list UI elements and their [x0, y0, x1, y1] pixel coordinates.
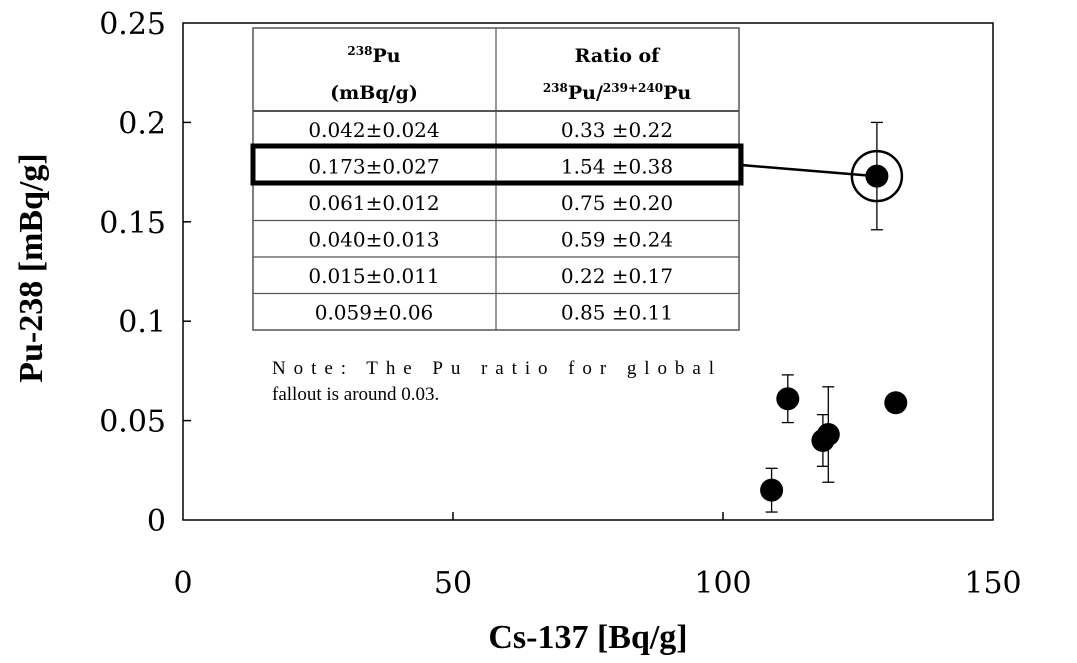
table-cell: 1.54 ±0.38: [561, 155, 673, 179]
data-points: [760, 121, 908, 513]
x-tick-label: 150: [964, 566, 1021, 601]
table-cell: 0.061±0.012: [308, 191, 439, 215]
y-axis: 0 0.05 0.1 0.15 0.2 0.25: [99, 7, 191, 539]
table-cell: 0.22 ±0.17: [561, 264, 673, 288]
x-axis: 0 50 100 150: [173, 512, 1022, 601]
table-cell: 0.75 ±0.20: [561, 191, 673, 215]
table-header-1-unit: (mBq/g): [330, 82, 418, 104]
table-cell: 0.059±0.06: [315, 301, 434, 325]
y-axis-title: Pu-238 [mBq/g]: [13, 153, 50, 383]
table-header-2: Ratio of: [575, 45, 661, 67]
table-cell: 0.33 ±0.22: [561, 118, 673, 142]
y-tick-label: 0: [147, 504, 166, 539]
table-cell: 0.85 ±0.11: [561, 301, 673, 325]
table-cell: 0.59 ±0.24: [561, 228, 673, 252]
x-axis-title: Cs-137 [Bq/g]: [488, 619, 687, 656]
table-cell: 0.173±0.027: [308, 155, 439, 179]
y-tick-label: 0.15: [99, 206, 166, 241]
table-cell: 0.042±0.024: [308, 118, 439, 142]
plot-area: [182, 22, 994, 521]
inset-table: 238Pu (mBq/g) Ratio of 238Pu/239+240Pu 0…: [250, 27, 744, 331]
y-tick-label: 0.2: [118, 106, 166, 141]
table-header-2-ratio: 238Pu/239+240Pu: [543, 81, 692, 104]
note-line-2: fallout is around 0.03.: [272, 384, 439, 405]
y-tick-label: 0.25: [99, 7, 166, 42]
data-point: [811, 428, 835, 452]
highlight-ring: [850, 149, 904, 203]
data-point: [760, 478, 784, 502]
y-tick-label: 0.05: [99, 405, 166, 440]
highlight-box: [250, 143, 744, 186]
highlight-arrow: [740, 163, 875, 178]
table-cell: 0.040±0.013: [308, 228, 439, 252]
data-point: [776, 387, 800, 411]
table-body: 0.042±0.024 0.33 ±0.22 0.173±0.027 1.54 ±0.…: [308, 118, 673, 325]
table-header-1: 238Pu: [347, 44, 400, 67]
note-line-1: Note: The Pu ratio for global: [272, 358, 714, 379]
y-tick-label: 0.1: [118, 305, 166, 340]
arrow-head: [867, 170, 886, 183]
x-tick-label: 0: [173, 566, 192, 601]
data-point: [884, 391, 908, 415]
x-tick-label: 50: [434, 566, 472, 601]
x-tick-label: 100: [694, 566, 751, 601]
table-cell: 0.015±0.011: [308, 264, 439, 288]
